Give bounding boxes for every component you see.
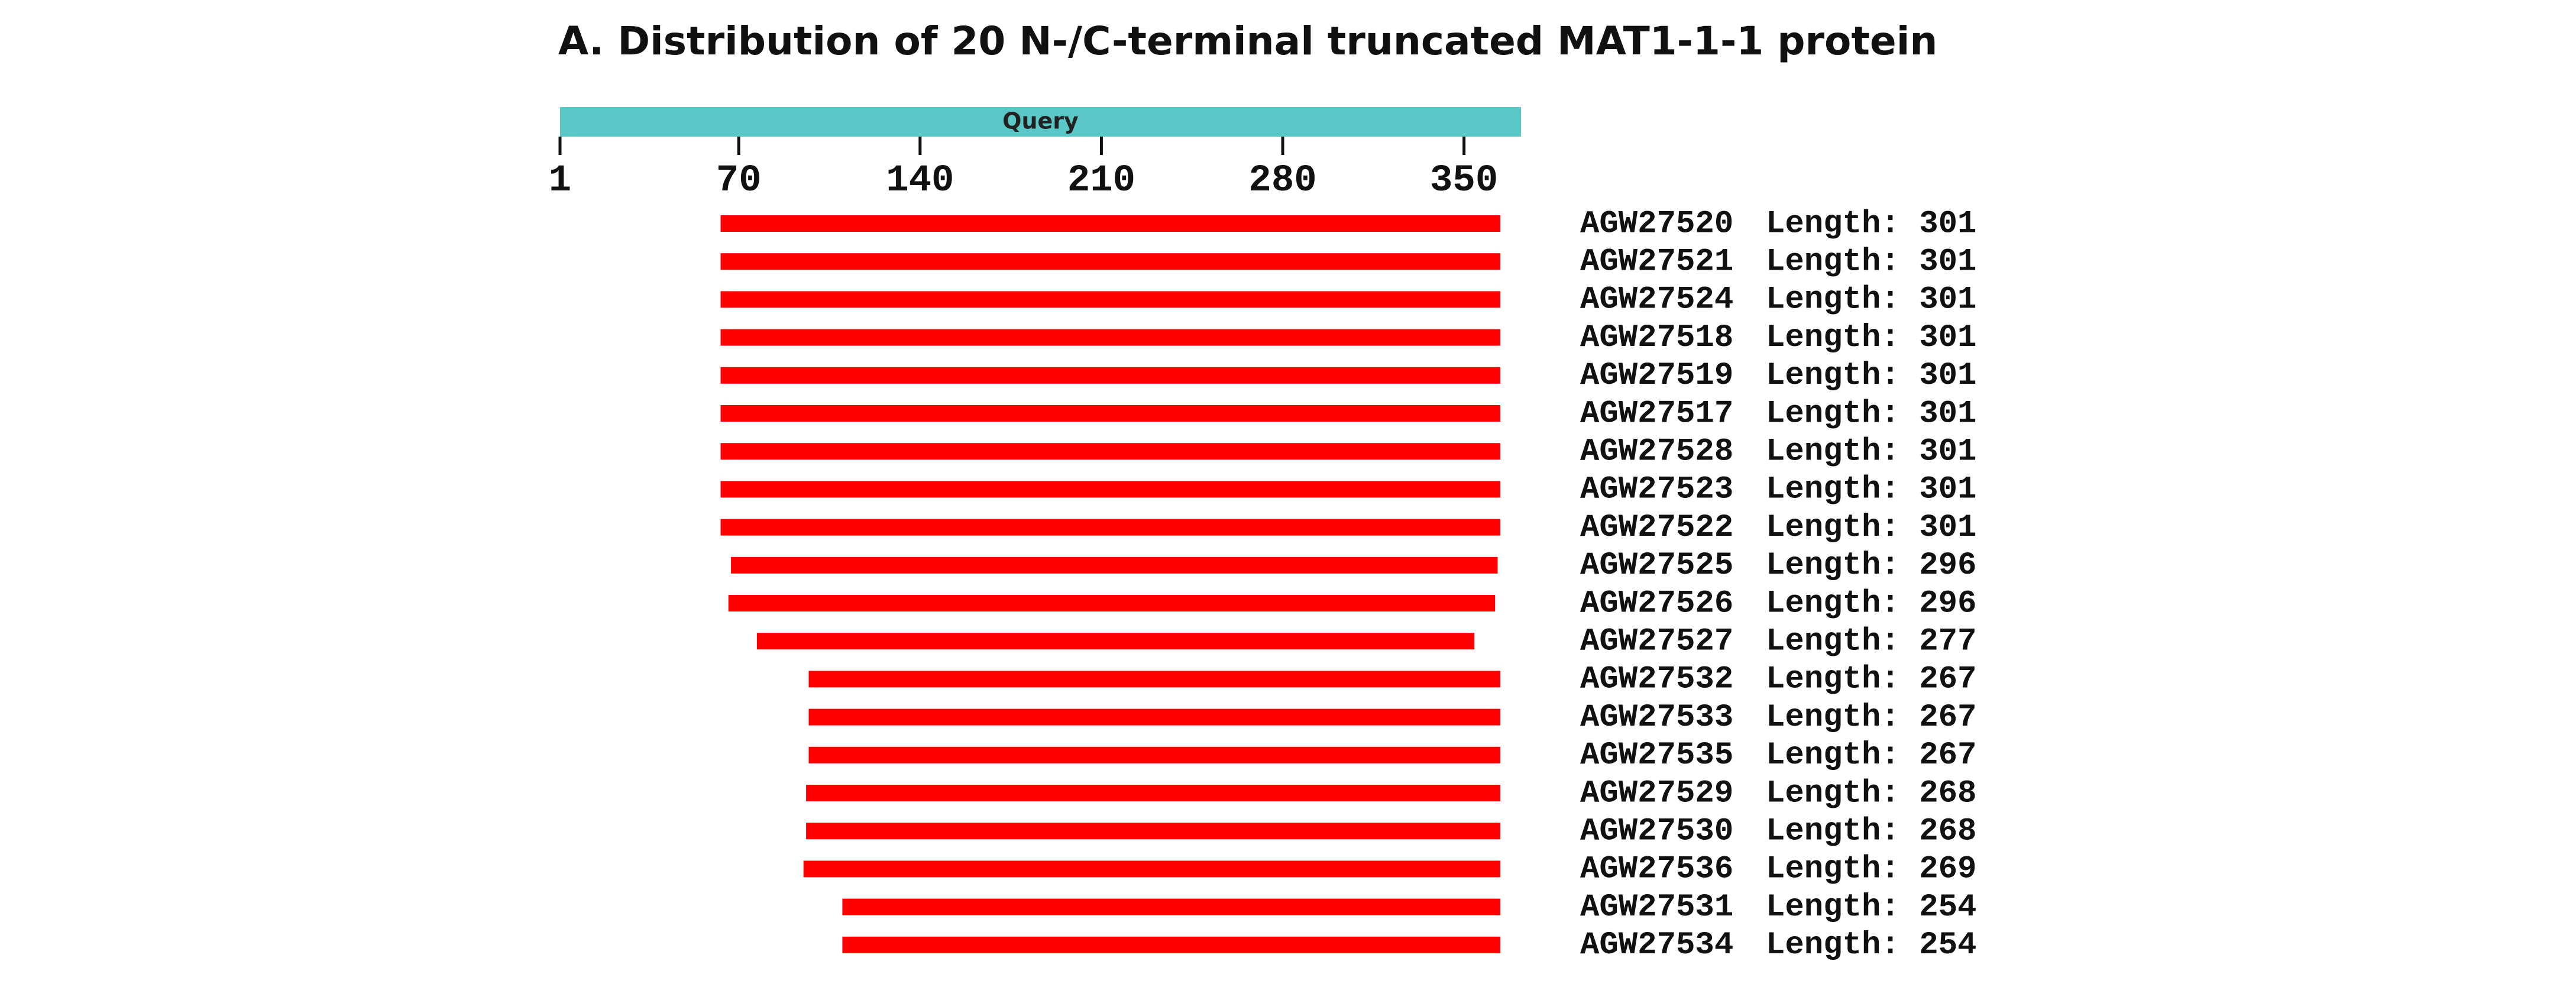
row-length: Length: 296: [1766, 548, 1976, 584]
bar: [720, 443, 1500, 460]
row-name: AGW27535: [1580, 737, 1733, 774]
x-tick-label: 350: [1430, 160, 1498, 202]
row-name: AGW27525: [1580, 548, 1733, 584]
row-name: AGW27530: [1580, 813, 1733, 849]
row-length: Length: 301: [1766, 433, 1976, 470]
row-length: Length: 301: [1766, 206, 1976, 242]
row-name: AGW27519: [1580, 358, 1733, 394]
row-name: AGW27523: [1580, 472, 1733, 508]
row-name: AGW27518: [1580, 320, 1733, 356]
row-length: Length: 267: [1766, 737, 1976, 774]
bar: [720, 519, 1500, 536]
row-length: Length: 269: [1766, 852, 1976, 888]
bar: [808, 746, 1500, 763]
row-name: AGW27533: [1580, 700, 1733, 736]
bar: [720, 405, 1500, 422]
query-bar: [560, 107, 1521, 137]
row-length: Length: 301: [1766, 320, 1976, 356]
bar: [720, 481, 1500, 498]
x-tick-label: 140: [886, 160, 954, 202]
query-label: Query: [1002, 108, 1079, 134]
row-length: Length: 301: [1766, 510, 1976, 546]
bar: [756, 633, 1475, 650]
bar: [842, 898, 1500, 915]
row-length: Length: 277: [1766, 623, 1976, 659]
row-length: Length: 301: [1766, 396, 1976, 432]
x-tick-label: 70: [716, 160, 762, 202]
row-name: AGW27520: [1580, 206, 1733, 242]
x-tick-label: 210: [1067, 160, 1135, 202]
row-name: AGW27526: [1580, 585, 1733, 622]
row-length: Length: 301: [1766, 244, 1976, 280]
row-length: Length: 296: [1766, 585, 1976, 622]
bar: [720, 367, 1500, 384]
row-name: AGW27524: [1580, 282, 1733, 318]
bar: [808, 671, 1500, 688]
bar: [720, 253, 1500, 270]
row-length: Length: 254: [1766, 927, 1976, 963]
bar: [842, 936, 1500, 953]
row-name: AGW27536: [1580, 852, 1733, 888]
row-length: Length: 268: [1766, 813, 1976, 849]
chart-title: A. Distribution of 20 N-/C-terminal trun…: [558, 18, 1937, 64]
row-name: AGW27532: [1580, 662, 1733, 698]
row-length: Length: 301: [1766, 282, 1976, 318]
row-name: AGW27527: [1580, 623, 1733, 659]
x-tick-label: 280: [1248, 160, 1316, 202]
row-name: AGW27517: [1580, 396, 1733, 432]
row-length: Length: 268: [1766, 775, 1976, 811]
bar: [731, 556, 1498, 574]
bar: [808, 708, 1500, 726]
row-length: Length: 301: [1766, 358, 1976, 394]
row-name: AGW27534: [1580, 927, 1733, 963]
bar: [806, 785, 1500, 801]
bar: [803, 860, 1500, 878]
row-length: Length: 301: [1766, 472, 1976, 508]
bar: [728, 595, 1496, 611]
row-length: Length: 267: [1766, 700, 1976, 736]
row-length: Length: 267: [1766, 662, 1976, 698]
row-name: AGW27531: [1580, 889, 1733, 925]
row-name: AGW27522: [1580, 510, 1733, 546]
row-name: AGW27521: [1580, 244, 1733, 280]
bar: [720, 215, 1500, 232]
bar: [806, 823, 1500, 840]
bar: [720, 329, 1500, 346]
x-tick-label: 1: [549, 160, 571, 202]
row-name: AGW27529: [1580, 775, 1733, 811]
row-name: AGW27528: [1580, 433, 1733, 470]
bar: [720, 291, 1500, 308]
row-length: Length: 254: [1766, 889, 1976, 925]
